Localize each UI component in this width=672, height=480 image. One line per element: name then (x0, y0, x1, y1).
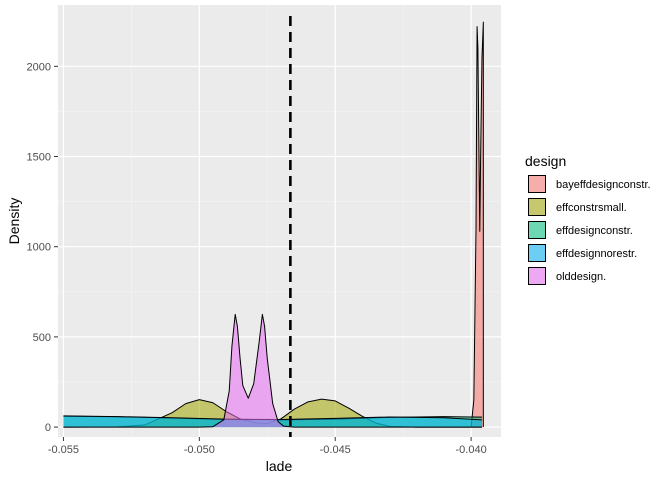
legend-label-1: effconstrsmall. (556, 202, 627, 214)
x-tick-label: -0.040 (456, 444, 487, 456)
legend-key-0 (528, 175, 546, 193)
legend-key-3 (528, 244, 546, 262)
y-tick-label: 1000 (27, 242, 51, 254)
density-area-0 (471, 22, 484, 428)
legend-key-2 (528, 221, 546, 239)
legend-label-3: effdesignnorestr. (556, 248, 637, 260)
legend: design bayeffdesignconstr. effconstrsmall… (525, 153, 651, 285)
legend-label-2: effdesignconstr. (556, 225, 633, 237)
x-axis: -0.055 -0.050 -0.045 -0.040 (48, 437, 487, 456)
y-axis-title: Density (6, 198, 22, 245)
legend-title: design (525, 153, 566, 169)
x-tick-label: -0.050 (184, 444, 215, 456)
legend-label-0: bayeffdesignconstr. (556, 179, 651, 191)
legend-label-4: olddesign. (556, 271, 606, 283)
y-axis: 0 500 1000 1500 2000 (27, 61, 58, 434)
legend-key-1 (528, 198, 546, 216)
x-tick-label: -0.045 (320, 444, 351, 456)
y-tick-label: 0 (45, 422, 51, 434)
plot-panel (58, 5, 501, 437)
density-outline-0 (470, 21, 484, 428)
legend-key-4 (528, 267, 546, 285)
grid-minor (58, 5, 501, 437)
y-tick-label: 500 (33, 332, 51, 344)
density-series (63, 21, 484, 428)
x-axis-title: lade (266, 458, 293, 474)
y-tick-label: 1500 (27, 152, 51, 164)
density-outline-3 (63, 415, 483, 421)
y-tick-label: 2000 (27, 61, 51, 73)
density-outline-4 (63, 313, 482, 428)
x-tick-label: -0.055 (48, 444, 79, 456)
